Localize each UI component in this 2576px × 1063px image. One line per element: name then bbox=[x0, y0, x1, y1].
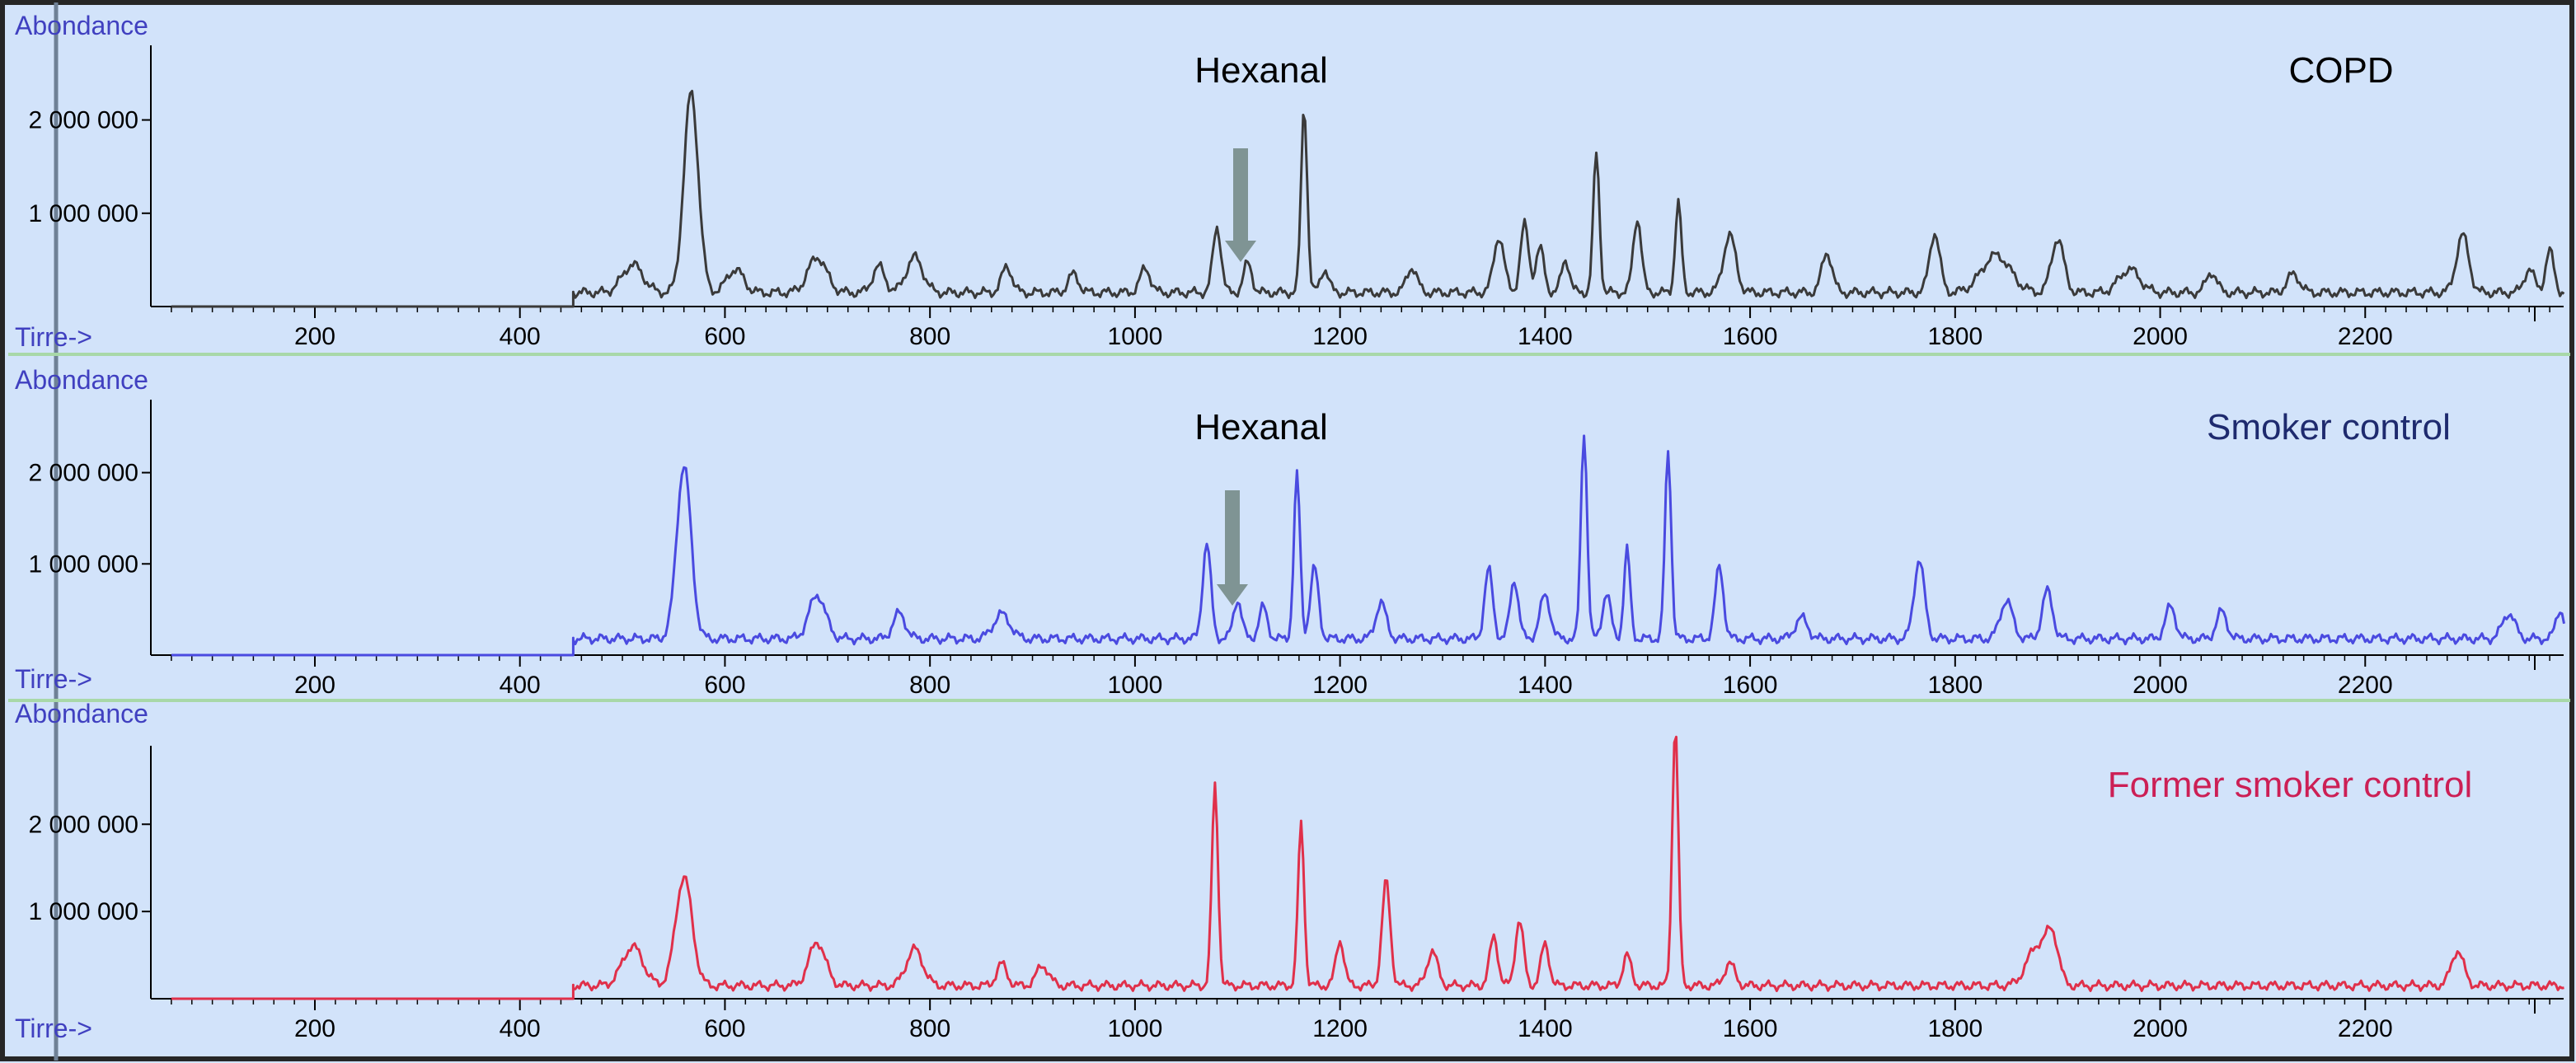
x-tick-label: 1200 bbox=[1312, 672, 1368, 699]
x-tick-label: 200 bbox=[294, 1015, 335, 1042]
x-tick-label: 2200 bbox=[2338, 1015, 2393, 1042]
x-tick-label: 2200 bbox=[2338, 323, 2393, 350]
y-tick-label: 2 000 000 bbox=[29, 107, 138, 134]
x-tick-label: 1400 bbox=[1518, 672, 1573, 699]
panel-title: Smoker control bbox=[2207, 407, 2451, 447]
x-tick-label: 800 bbox=[909, 1015, 950, 1042]
y-axis-label: Abondance bbox=[15, 11, 148, 40]
hexanal-arrow bbox=[1217, 490, 1248, 606]
x-tick-label: 2000 bbox=[2133, 1015, 2188, 1042]
panel-title: Former smoker control bbox=[2108, 765, 2473, 805]
x-tick-label: 2000 bbox=[2133, 672, 2188, 699]
x-tick-label: 400 bbox=[500, 1015, 541, 1042]
series-trace bbox=[171, 434, 2565, 657]
hexanal-arrow bbox=[1225, 148, 1256, 262]
y-tick-label: 1 000 000 bbox=[29, 200, 138, 227]
x-tick-label: 1200 bbox=[1312, 1015, 1368, 1042]
chart-panel: 200 400 600 800 1000 1200 1400 1600 1800 2000 2200… bbox=[15, 11, 2565, 352]
y-tick-label: 2 000 000 bbox=[29, 460, 138, 487]
y-tick-label: 1 000 000 bbox=[29, 550, 138, 578]
peak-annotation: Hexanal bbox=[1194, 50, 1327, 91]
x-tick-label: 200 bbox=[294, 323, 335, 350]
x-axis-label: Tirre-> bbox=[15, 664, 92, 694]
x-tick-label: 800 bbox=[909, 323, 950, 350]
series-trace bbox=[171, 735, 2564, 1000]
chart-panel: 200 400 600 800 1000 1200 1400 1600 1800 2000 2200… bbox=[15, 699, 2564, 1043]
x-tick-label: 1800 bbox=[1927, 1015, 1982, 1042]
x-tick-label: 1400 bbox=[1518, 1015, 1573, 1042]
x-tick-label: 400 bbox=[500, 323, 541, 350]
series-trace bbox=[171, 90, 2565, 308]
x-tick-label: 200 bbox=[294, 672, 335, 699]
x-tick-label: 1600 bbox=[1723, 323, 1778, 350]
x-tick-label: 600 bbox=[704, 323, 745, 350]
peak-annotation: Hexanal bbox=[1194, 407, 1327, 447]
x-tick-label: 400 bbox=[500, 672, 541, 699]
y-tick-label: 1 000 000 bbox=[29, 898, 138, 925]
x-tick-label: 800 bbox=[909, 672, 950, 699]
x-tick-label: 1600 bbox=[1723, 672, 1778, 699]
x-tick-label: 1600 bbox=[1723, 1015, 1778, 1042]
x-tick-label: 1800 bbox=[1927, 323, 1982, 350]
x-tick-label: 2200 bbox=[2338, 672, 2393, 699]
x-tick-label: 600 bbox=[704, 672, 745, 699]
panel-title: COPD bbox=[2288, 50, 2393, 91]
y-tick-label: 2 000 000 bbox=[29, 811, 138, 838]
x-tick-label: 2000 bbox=[2133, 323, 2188, 350]
x-tick-label: 600 bbox=[704, 1015, 745, 1042]
x-tick-label: 1000 bbox=[1108, 323, 1163, 350]
x-tick-label: 1400 bbox=[1518, 323, 1573, 350]
x-tick-label: 1000 bbox=[1108, 1015, 1163, 1042]
x-tick-label: 1200 bbox=[1312, 323, 1368, 350]
x-axis-label: Tirre-> bbox=[15, 1014, 92, 1043]
x-tick-label: 1800 bbox=[1927, 672, 1982, 699]
y-axis-label: Abondance bbox=[15, 365, 148, 395]
y-axis-label: Abondance bbox=[15, 699, 148, 728]
x-axis-label: Tirre-> bbox=[15, 322, 92, 352]
chart-panel: 200 400 600 800 1000 1200 1400 1600 1800 2000 2200… bbox=[15, 365, 2565, 699]
x-tick-label: 1000 bbox=[1108, 672, 1163, 699]
